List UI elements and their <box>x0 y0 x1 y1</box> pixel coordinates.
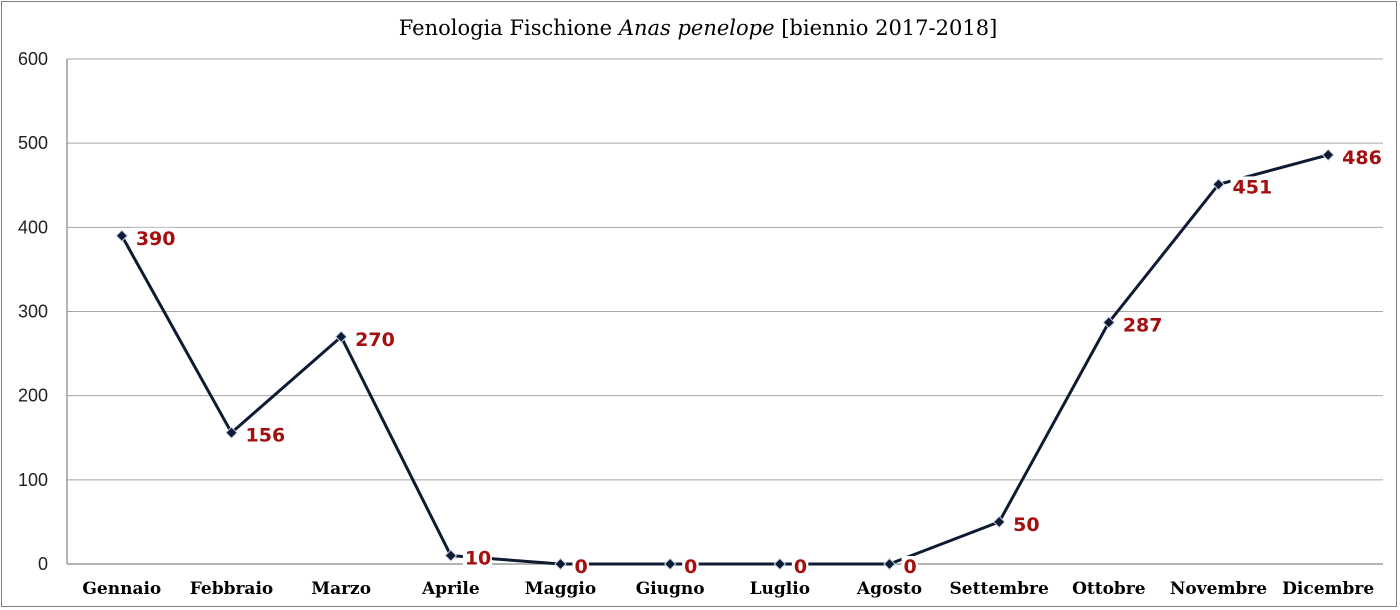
data-label: 451 <box>1233 176 1273 198</box>
x-tick-label: Dicembre <box>1282 579 1374 599</box>
x-tick-label: Novembre <box>1170 579 1267 599</box>
data-label: 0 <box>904 556 917 578</box>
data-label: 486 <box>1342 147 1382 169</box>
data-labels: 390 156 270 10 0 0 0 0 50 287 451 486 <box>133 146 1382 578</box>
y-tick-label: 100 <box>18 470 48 490</box>
data-point-marker <box>1102 316 1116 329</box>
x-tick-label: Gennaio <box>82 579 161 599</box>
x-tick-label: Maggio <box>525 579 596 599</box>
data-label-background <box>243 424 285 447</box>
data-point-marker <box>554 557 567 571</box>
y-tick-label: 0 <box>38 554 48 574</box>
chart-title: Fenologia Fischione Anas penelope [bienn… <box>399 16 998 40</box>
data-point-marker <box>1321 148 1335 162</box>
data-label-background <box>572 556 589 578</box>
data-label: 270 <box>355 329 395 351</box>
data-label-background <box>462 547 492 570</box>
y-tick-label: 400 <box>18 217 48 237</box>
data-point-marker <box>334 330 348 343</box>
data-label-background <box>901 556 918 578</box>
x-tick-label: Giugno <box>636 579 705 599</box>
data-label: 287 <box>1123 314 1163 336</box>
data-point-marker <box>773 557 787 571</box>
data-label: 390 <box>136 228 176 250</box>
y-axis: 0 100 200 300 400 500 600 <box>18 49 68 574</box>
data-point-marker <box>444 549 458 562</box>
data-label: 0 <box>575 556 588 578</box>
data-label-background <box>1230 176 1272 199</box>
x-tick-label: Febbraio <box>190 579 274 599</box>
x-axis: Gennaio Febbraio Marzo Aprile Maggio Giugno Lu… <box>67 563 1383 599</box>
data-point-marker <box>663 557 677 571</box>
data-point-marker <box>992 515 1006 529</box>
data-series <box>115 148 1335 571</box>
x-tick-label: Aprile <box>421 579 480 599</box>
gridlines <box>67 58 1383 481</box>
data-label: 50 <box>1013 514 1039 536</box>
data-point-marker <box>883 557 896 571</box>
data-label-background <box>353 328 395 351</box>
y-tick-label: 200 <box>18 386 48 406</box>
data-label-background <box>682 556 699 578</box>
chart-title-suffix: [biennio 2017-2018] <box>781 16 997 40</box>
data-label: 10 <box>465 548 491 570</box>
data-point-marker <box>1212 178 1225 191</box>
x-tick-label: Agosto <box>856 579 922 599</box>
x-tick-label: Luglio <box>750 579 810 599</box>
x-tick-label: Ottobre <box>1072 579 1146 599</box>
data-label: 156 <box>246 425 286 447</box>
y-tick-label: 300 <box>18 302 48 322</box>
y-tick-label: 500 <box>18 133 48 153</box>
data-label: 0 <box>794 556 807 578</box>
data-label-background <box>133 227 176 250</box>
y-tick-label: 600 <box>18 49 48 69</box>
series-line <box>120 153 1329 566</box>
data-point-marker <box>225 426 238 439</box>
data-label: 0 <box>684 556 697 578</box>
chart-title-species: Anas penelope <box>617 16 775 40</box>
data-label-background <box>1011 513 1041 536</box>
data-label-background <box>791 556 809 578</box>
x-tick-label: Marzo <box>311 579 371 599</box>
data-point-marker <box>115 229 129 242</box>
chart-title-main: Fenologia Fischione <box>399 16 612 40</box>
data-label-background <box>1120 314 1163 337</box>
data-label-background <box>1340 146 1382 169</box>
x-tick-label: Settembre <box>950 579 1049 599</box>
